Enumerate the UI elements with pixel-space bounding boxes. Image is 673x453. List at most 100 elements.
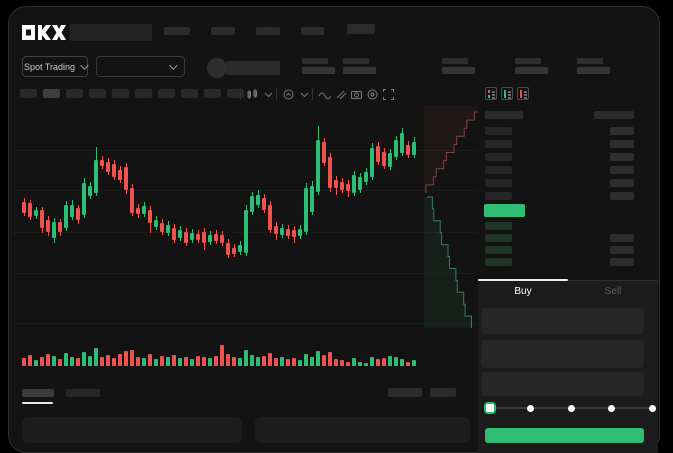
nav-item-placeholder[interactable]	[301, 27, 324, 35]
header-search-placeholder[interactable]	[70, 24, 152, 41]
market-type-selector[interactable]: Spot Trading	[22, 56, 89, 77]
ask-price-placeholder	[485, 153, 512, 161]
bottom-toolbar-placeholder[interactable]	[388, 388, 422, 397]
settings-icon[interactable]	[366, 88, 379, 101]
candle-body	[286, 229, 290, 236]
chevron-down-icon[interactable]	[298, 88, 311, 101]
bottom-toolbar-placeholder[interactable]	[430, 388, 456, 397]
gridline	[12, 150, 477, 151]
stat-value-placeholder	[302, 67, 335, 74]
volume-bar	[34, 360, 38, 366]
bottom-tab[interactable]	[66, 389, 100, 397]
nav-item-placeholder[interactable]	[256, 27, 280, 35]
candle-body	[190, 233, 194, 240]
timeframe-button[interactable]	[158, 89, 175, 98]
timeframe-button[interactable]	[181, 89, 198, 98]
volume-bar	[298, 360, 302, 366]
candle-body	[34, 210, 38, 216]
bid-row[interactable]	[478, 258, 658, 266]
ask-amount-placeholder	[610, 192, 634, 200]
volume-bar	[334, 359, 338, 366]
ask-row[interactable]	[478, 192, 658, 200]
volume-bar	[100, 357, 104, 366]
percent-slider-handle[interactable]	[484, 402, 496, 414]
volume-bar	[376, 359, 380, 366]
stat-value-placeholder	[515, 67, 548, 74]
candle-body	[160, 223, 164, 232]
timeframe-button[interactable]	[112, 89, 129, 98]
depth-bids-line	[427, 196, 472, 328]
last-price-highlight[interactable]	[484, 204, 525, 217]
ask-row[interactable]	[478, 140, 658, 148]
timeframe-button[interactable]	[89, 89, 106, 98]
candle-type-icon[interactable]	[246, 88, 259, 101]
volume-pane[interactable]	[20, 340, 420, 366]
ask-row[interactable]	[478, 166, 658, 174]
amount-field[interactable]	[481, 340, 644, 368]
book-combined-icon[interactable]	[485, 87, 497, 100]
stat-pair	[343, 58, 376, 74]
bid-price-placeholder	[485, 222, 512, 230]
indicator-icon[interactable]	[282, 88, 295, 101]
coin-avatar[interactable]	[207, 58, 227, 78]
volume-bar	[322, 355, 326, 366]
timeframe-button[interactable]	[227, 89, 244, 98]
bottom-tab-active[interactable]	[22, 389, 54, 397]
bid-row[interactable]	[478, 222, 658, 230]
timeframe-button[interactable]	[20, 89, 37, 98]
gridline	[12, 323, 477, 324]
bid-row[interactable]	[478, 246, 658, 254]
candle-body	[322, 142, 326, 163]
line-tool-icon[interactable]	[318, 88, 332, 101]
compare-icon[interactable]	[334, 88, 347, 101]
nav-item-placeholder[interactable]	[211, 27, 235, 35]
timeframe-button[interactable]	[204, 89, 221, 98]
volume-bar	[178, 358, 182, 366]
volume-bar	[238, 358, 242, 366]
volume-bar	[274, 358, 278, 366]
ask-amount-placeholder	[610, 127, 634, 135]
total-field[interactable]	[481, 372, 644, 396]
book-asks-icon[interactable]	[517, 87, 529, 100]
buy-submit-button[interactable]	[485, 428, 644, 443]
pair-selector-dropdown[interactable]	[96, 56, 185, 77]
volume-bar	[166, 357, 170, 366]
tab-sell[interactable]: Sell	[604, 286, 622, 297]
ask-row[interactable]	[478, 153, 658, 161]
slider-stop-dot[interactable]	[527, 405, 534, 412]
candle-body	[172, 228, 176, 240]
volume-bar	[142, 358, 146, 366]
bid-row[interactable]	[478, 234, 658, 242]
fullscreen-icon[interactable]	[382, 88, 395, 101]
volume-bar	[148, 354, 152, 366]
timeframe-button[interactable]	[43, 89, 60, 98]
nav-item-placeholder[interactable]	[347, 24, 375, 34]
candlestick-chart[interactable]	[20, 108, 420, 273]
slider-stop-dot[interactable]	[648, 405, 656, 412]
tab-buy[interactable]: Buy	[514, 286, 532, 297]
chevron-down-icon[interactable]	[262, 88, 275, 101]
camera-icon[interactable]	[350, 88, 363, 101]
timeframe-button[interactable]	[135, 89, 152, 98]
slider-stop-dot[interactable]	[567, 405, 575, 412]
stat-pair	[515, 58, 548, 74]
ask-row[interactable]	[478, 179, 658, 187]
volume-bar	[106, 355, 110, 366]
candle-body	[52, 222, 56, 238]
ask-row[interactable]	[478, 127, 658, 135]
nav-item-placeholder[interactable]	[164, 27, 190, 35]
book-bids-icon[interactable]	[501, 87, 513, 100]
candle-body	[196, 234, 200, 240]
timeframe-button[interactable]	[66, 89, 83, 98]
stat-pair	[442, 58, 475, 74]
slider-stop-dot[interactable]	[608, 405, 615, 412]
volume-bar	[184, 357, 188, 366]
volume-bar	[328, 352, 332, 366]
volume-bar	[46, 354, 50, 366]
candle-body	[226, 243, 230, 255]
price-field[interactable]	[481, 308, 644, 334]
volume-bar	[262, 356, 266, 366]
candle-body	[40, 210, 44, 228]
candle-body	[46, 220, 50, 232]
depth-chart[interactable]	[424, 106, 478, 330]
